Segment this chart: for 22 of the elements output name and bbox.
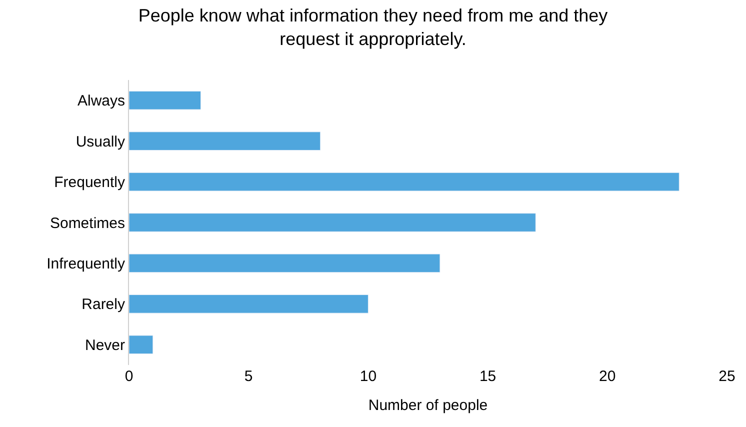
chart-title: People know what information they need from me and they request it appropriately.: [138, 5, 608, 49]
bar: [129, 132, 321, 150]
bar: [129, 213, 536, 232]
x-axis-title: Number of people: [368, 397, 488, 414]
y-tick-label: Frequently: [54, 174, 126, 192]
x-tick-label: 0: [124, 368, 134, 385]
bar: [129, 90, 202, 110]
x-tick-label: 20: [599, 368, 616, 385]
y-tick-label: Usually: [76, 133, 126, 150]
y-tick-label: Sometimes: [50, 214, 125, 232]
y-tick-label: Infrequently: [46, 255, 126, 272]
y-tick-label: Rarely: [82, 296, 126, 314]
bar: [129, 254, 440, 273]
x-tick-label: 15: [479, 368, 496, 385]
bar: [129, 294, 368, 314]
x-tick-label: 5: [244, 368, 253, 385]
bar: [129, 335, 154, 354]
y-tick-label: Always: [77, 92, 125, 110]
x-tick-label: 25: [718, 368, 736, 385]
bar: [129, 172, 680, 192]
x-tick-label: 10: [360, 368, 377, 385]
y-tick-label: Never: [84, 336, 125, 354]
